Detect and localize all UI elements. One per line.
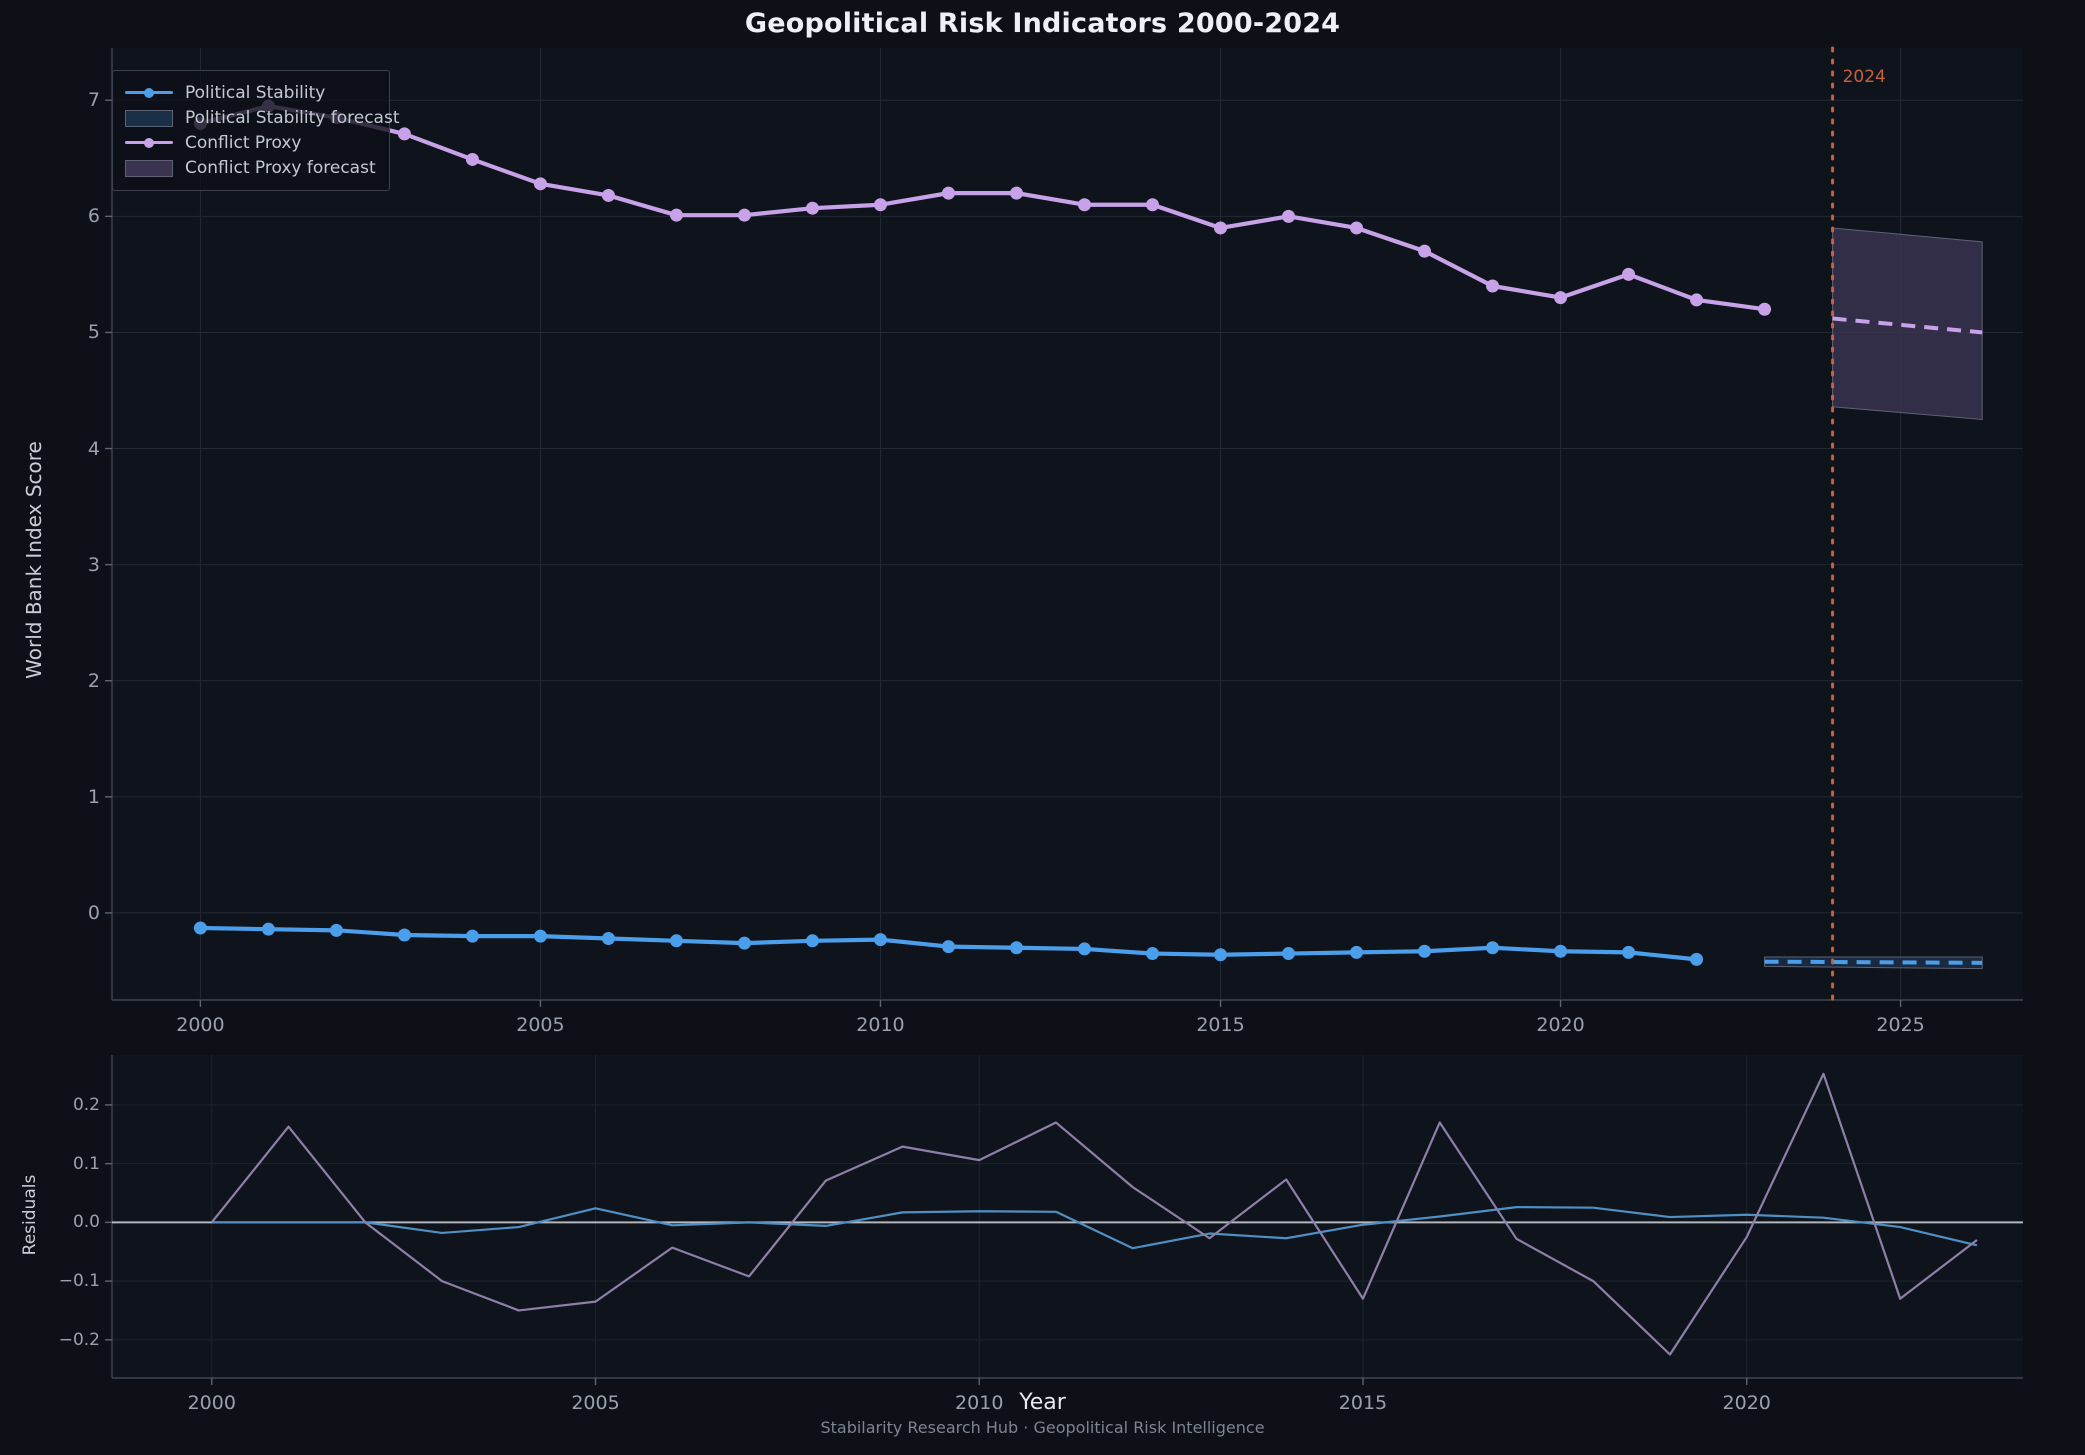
residual-x-tick-label: 2005 — [571, 1392, 620, 1414]
series-marker-conflict-proxy — [873, 198, 887, 212]
residual-y-tick-label: 0.0 — [72, 1212, 100, 1233]
legend-swatch — [125, 109, 173, 127]
residual-y-tick-label: −0.2 — [58, 1329, 100, 1350]
legend-line-icon — [125, 84, 173, 102]
main-y-tick-label: 1 — [87, 785, 100, 808]
series-marker-conflict-proxy — [397, 127, 411, 141]
legend-item-label: Conflict Proxy — [185, 132, 302, 153]
series-marker-political-stability — [1078, 942, 1092, 956]
series-marker-conflict-proxy — [669, 208, 683, 222]
main-x-tick-label: 2005 — [516, 1014, 565, 1036]
series-marker-conflict-proxy — [1350, 221, 1364, 235]
legend-item-label: Conflict Proxy forecast — [185, 157, 376, 178]
series-marker-political-stability — [601, 931, 615, 945]
series-marker-political-stability — [1214, 948, 1228, 962]
residual-y-tick-label: −0.1 — [58, 1271, 100, 1292]
main-x-tick-label: 2020 — [1536, 1014, 1585, 1036]
page-title: Geopolitical Risk Indicators 2000-2024 — [744, 8, 1341, 39]
main-plot-background — [112, 48, 2023, 1000]
legend-patch-icon — [125, 109, 173, 127]
series-marker-political-stability — [873, 933, 887, 947]
main-y-axis-label: World Bank Index Score — [22, 441, 46, 679]
footer-attribution: Stabilarity Research Hub · Geopolitical … — [820, 1418, 1265, 1437]
series-marker-conflict-proxy — [1554, 291, 1568, 305]
residual-x-tick-label: 2020 — [1722, 1392, 1771, 1414]
series-marker-conflict-proxy — [1282, 209, 1296, 223]
series-marker-conflict-proxy — [1418, 244, 1432, 258]
residual-y-tick-label: 0.2 — [72, 1094, 100, 1115]
series-marker-conflict-proxy — [533, 177, 547, 191]
main-x-tick-label: 2000 — [176, 1014, 225, 1036]
legend-item[interactable]: Political Stability — [125, 80, 377, 105]
legend-line-marker — [144, 137, 154, 148]
series-marker-conflict-proxy — [1009, 186, 1023, 200]
series-marker-political-stability — [1282, 947, 1296, 961]
forecast-mean-line-political-stability — [1764, 959, 1983, 965]
series-marker-political-stability — [261, 922, 275, 936]
series-marker-political-stability — [193, 921, 207, 935]
series-marker-conflict-proxy — [1622, 267, 1636, 281]
series-marker-political-stability — [1554, 944, 1568, 958]
legend-item[interactable]: Conflict Proxy — [125, 130, 377, 155]
series-marker-conflict-proxy — [737, 208, 751, 222]
forecast-start-annotation: 2024 — [1842, 67, 1886, 87]
residual-line-conflict-proxy — [210, 1072, 1978, 1356]
series-marker-political-stability — [1690, 952, 1704, 966]
main-x-tick-label: 2015 — [1196, 1014, 1245, 1036]
legend-line-marker — [144, 87, 154, 98]
series-marker-conflict-proxy — [1758, 302, 1772, 316]
series-marker-political-stability — [533, 929, 547, 943]
series-marker-political-stability — [805, 934, 819, 948]
series-marker-political-stability — [329, 923, 343, 937]
legend-item[interactable]: Political Stability forecast — [125, 105, 399, 130]
series-marker-political-stability — [1418, 944, 1432, 958]
legend-line-icon — [125, 134, 173, 152]
series-marker-conflict-proxy — [941, 186, 955, 200]
legend-item[interactable]: Conflict Proxy forecast — [125, 155, 377, 180]
series-marker-political-stability — [397, 928, 411, 942]
main-y-tick-label: 5 — [87, 321, 100, 344]
series-marker-political-stability — [737, 936, 751, 950]
series-marker-political-stability — [1146, 947, 1160, 961]
series-marker-conflict-proxy — [1146, 198, 1160, 212]
series-marker-conflict-proxy — [805, 201, 819, 215]
legend-patch-icon — [125, 159, 173, 177]
residual-x-tick-label: 2000 — [187, 1392, 236, 1414]
main-y-tick-label: 3 — [87, 553, 100, 576]
main-x-tick-label: 2025 — [1876, 1014, 1925, 1036]
series-marker-conflict-proxy — [601, 188, 615, 202]
main-y-tick-label: 7 — [87, 89, 100, 112]
residual-x-tick-label: 2015 — [1338, 1392, 1388, 1414]
legend-item-label: Political Stability — [185, 82, 326, 103]
main-y-tick-label: 4 — [87, 437, 100, 460]
series-marker-political-stability — [1486, 941, 1500, 955]
main-y-tick-label: 2 — [87, 669, 100, 692]
forecast-mean-line-conflict-proxy — [1832, 316, 1983, 335]
series-marker-political-stability — [1350, 945, 1364, 959]
series-marker-political-stability — [669, 934, 683, 948]
x-axis-label: Year — [1019, 1390, 1066, 1415]
series-line-conflict-proxy-tail — [1694, 297, 1767, 312]
legend-swatch — [125, 159, 173, 177]
main-y-tick-label: 0 — [87, 901, 100, 924]
legend-item-label: Political Stability forecast — [185, 107, 400, 128]
main-y-tick-label: 6 — [87, 205, 100, 228]
residual-line-political-stability — [211, 1206, 1978, 1250]
series-marker-political-stability — [1622, 945, 1636, 959]
series-marker-conflict-proxy — [1078, 198, 1092, 212]
residual-x-tick-label: 2010 — [955, 1392, 1004, 1414]
series-marker-conflict-proxy — [1486, 279, 1500, 293]
series-marker-political-stability — [1009, 941, 1023, 955]
series-marker-conflict-proxy — [1214, 221, 1228, 235]
series-marker-political-stability — [941, 940, 955, 954]
series-marker-political-stability — [465, 929, 479, 943]
main-x-tick-label: 2010 — [856, 1014, 905, 1036]
residual-y-tick-label: 0.1 — [72, 1153, 100, 1174]
series-marker-conflict-proxy — [465, 152, 479, 166]
chart-legend[interactable]: Political Stability Political Stability f… — [112, 70, 399, 191]
